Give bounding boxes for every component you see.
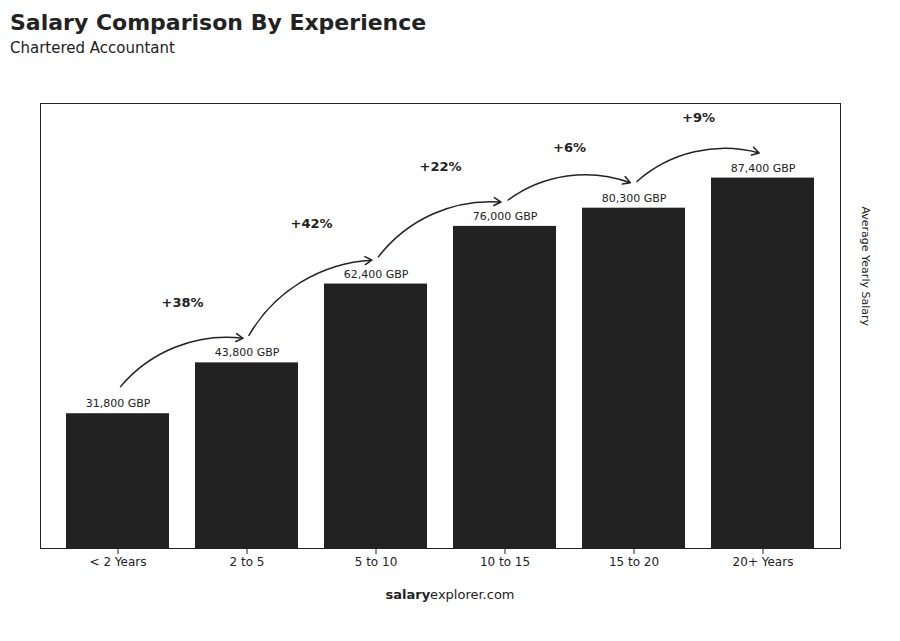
svg-text:Average Yearly Salary: Average Yearly Salary — [859, 206, 872, 326]
svg-text:5 to 10: 5 to 10 — [355, 555, 398, 569]
svg-text:31,800 GBP: 31,800 GBP — [86, 397, 151, 410]
svg-text:< 2 Years: < 2 Years — [90, 555, 147, 569]
svg-text:20+ Years: 20+ Years — [733, 555, 794, 569]
svg-text:15 to 20: 15 to 20 — [609, 555, 659, 569]
svg-text:+42%: +42% — [291, 216, 333, 231]
svg-text:10 to 15: 10 to 15 — [480, 555, 530, 569]
svg-text:62,400 GBP: 62,400 GBP — [344, 268, 409, 281]
svg-text:+6%: +6% — [553, 140, 586, 155]
svg-text:76,000 GBP: 76,000 GBP — [473, 210, 538, 223]
svg-text:+9%: +9% — [682, 110, 715, 125]
html-text:salary explorer.com: salary explorer.com — [385, 587, 515, 602]
svg-text:+38%: +38% — [162, 295, 204, 310]
svg-text:2 to 5: 2 to 5 — [230, 555, 265, 569]
html-text:Chartered Accountant: Chartered Accountant — [10, 39, 175, 57]
svg-text:43,800 GBP: 43,800 GBP — [215, 346, 280, 359]
svg-text:80,300 GBP: 80,300 GBP — [602, 192, 667, 205]
svg-text:+22%: +22% — [420, 159, 462, 174]
html-text:Salary Comparison By Experienc: Salary Comparison By Experience — [10, 10, 427, 35]
svg-text:87,400 GBP: 87,400 GBP — [731, 162, 796, 175]
